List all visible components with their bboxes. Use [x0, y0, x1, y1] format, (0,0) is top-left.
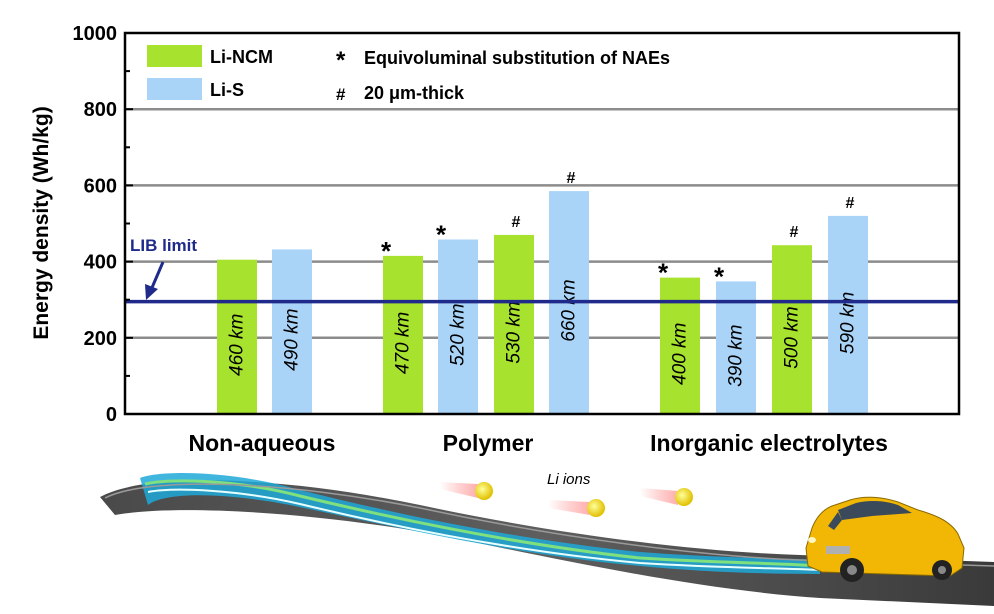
light-trail-green [144, 479, 821, 568]
x-category-label: Inorganic electrolytes [650, 430, 888, 456]
bar-li-s [438, 239, 478, 414]
bar-range-label: 660 km [559, 279, 580, 341]
y-axis-label: Energy density (Wh/kg) [30, 106, 53, 339]
gridlines [125, 107, 959, 340]
car-icon [805, 496, 965, 582]
bar-marks-layer: * * # # * * # # [381, 170, 855, 291]
bar-li-ncm [494, 234, 534, 414]
reference-line-label: LIB limit [130, 236, 197, 255]
bar-li-s [272, 249, 312, 414]
ion-streak-2 [548, 500, 590, 515]
bar-range-label: 460 km [227, 314, 248, 376]
ion-streak-1 [440, 482, 478, 498]
bar-mark-star: * [436, 220, 447, 250]
bar-li-s [828, 215, 868, 414]
y-tick-label: 600 [84, 175, 117, 197]
road-edge [104, 483, 994, 567]
li-ions: Li ions [440, 471, 693, 517]
bar-range-label: 500 km [782, 306, 803, 368]
y-axis: 0 200 400 600 800 1000 [73, 23, 133, 426]
y-tick-label: 800 [84, 99, 117, 121]
x-axis: Non-aqueous Polymer Inorganic electrolytes [189, 430, 888, 456]
legend-label-li-ncm: Li-NCM [210, 47, 273, 67]
legend-swatch-li-ncm [147, 45, 202, 67]
light-trail-white [147, 488, 821, 571]
x-category-label: Polymer [443, 430, 534, 456]
bar-li-ncm [772, 245, 812, 414]
bar-range-label: 490 km [282, 309, 303, 371]
bar-labels-layer: 460 km 490 km 470 km 520 km 530 km 660 km 400 … [227, 279, 859, 386]
bar-range-label: 520 km [448, 304, 469, 366]
legend-label-li-s: Li-S [210, 80, 244, 100]
li-ion-2 [587, 499, 605, 517]
note-symbol-hash: # [336, 85, 346, 104]
legend: Li-NCM Li-S [147, 45, 273, 100]
note-text-star: Equivoluminal substitution of NAEs [364, 48, 670, 68]
li-ion-1 [475, 482, 493, 500]
notes: * Equivoluminal substitution of NAEs # 2… [336, 47, 670, 104]
y-tick-label: 200 [84, 328, 117, 350]
legend-swatch-li-s [147, 78, 202, 100]
road-illustration [100, 473, 994, 606]
y-tick-label: 400 [84, 252, 117, 274]
y-tick-label: 1000 [73, 23, 118, 45]
bar-li-ncm [217, 259, 257, 414]
reference-arrow [145, 261, 165, 300]
x-category-label: Non-aqueous [189, 430, 336, 456]
bar-mark-hash: # [567, 170, 576, 187]
bar-range-label: 400 km [670, 323, 691, 385]
y-tick-label: 0 [106, 404, 117, 426]
bar-range-label: 470 km [393, 312, 414, 374]
bar-mark-hash: # [790, 224, 799, 241]
bar-mark-star: * [381, 236, 392, 266]
bar-li-ncm [383, 255, 423, 414]
bar-li-s [716, 281, 756, 414]
li-ion-3 [675, 488, 693, 506]
bars-layer [217, 191, 868, 414]
bar-mark-hash: # [846, 195, 855, 212]
note-symbol-star: * [336, 47, 346, 74]
li-ions-label: Li ions [547, 471, 591, 488]
bar-range-label: 590 km [838, 292, 859, 354]
ion-streak-3 [640, 488, 678, 505]
bar-mark-hash: # [512, 214, 521, 231]
bar-range-label: 530 km [504, 301, 525, 363]
note-text-hash: 20 μm-thick [364, 83, 465, 103]
bar-mark-star: * [714, 261, 725, 291]
bar-mark-star: * [658, 258, 669, 288]
bar-range-label: 390 km [726, 325, 747, 387]
